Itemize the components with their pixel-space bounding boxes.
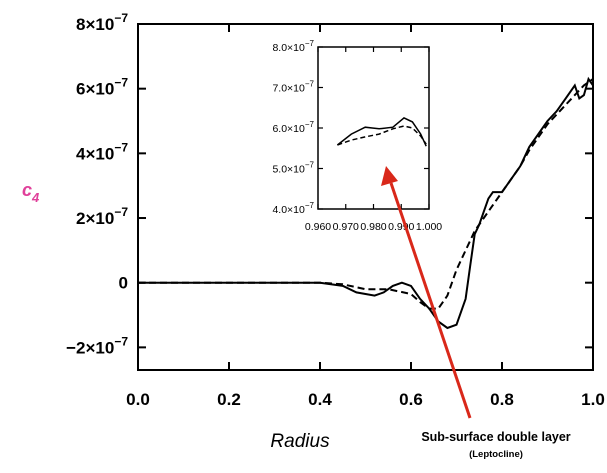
main-y-tick-label: 2×10−7 (76, 205, 128, 228)
main-series-group (138, 76, 594, 330)
inset-series-dashed-line (337, 125, 427, 146)
y-axis-label-base: c (22, 180, 32, 200)
main-series-solid-line (138, 76, 594, 330)
inset-y-tick-label: 4.0×10−7 (272, 201, 314, 216)
inset-series-group (336, 117, 427, 147)
inset-y-tick-label: 6.0×10−7 (272, 120, 314, 135)
main-x-tick-label: 1.0 (581, 390, 605, 409)
main-y-tick-label: −2×10−7 (66, 334, 128, 357)
annotation-arrow (381, 166, 472, 419)
main-y-tick-label: 6×10−7 (76, 76, 128, 99)
main-x-tick-label: 0.4 (308, 390, 332, 409)
inset-x-tick-label: 0.990 (388, 221, 414, 233)
y-axis-label-subscript: 4 (31, 190, 40, 205)
inset-series-solid-line (336, 117, 427, 147)
inset-y-tick-label: 5.0×10−7 (272, 161, 314, 176)
main-y-tick-label: 8×10−7 (76, 11, 128, 34)
main-x-tick-label: 0.6 (399, 390, 423, 409)
main-axis-ticks: 0.0 0.2 0.4 0.6 0.8 1.0 −2×10−7 0 2×10−7 4×10−7 6×… (66, 11, 605, 409)
inset-y-tick-label: 7.0×10−7 (272, 80, 314, 95)
main-y-tick-label: 0 (119, 274, 128, 293)
y-axis-label: c4 (22, 180, 40, 205)
main-plot-frame (137, 23, 594, 371)
main-x-tick-label: 0.8 (490, 390, 514, 409)
annotation-text: Sub-surface double layer (421, 430, 570, 444)
inset-x-tick-label: 0.980 (360, 221, 386, 233)
x-axis-label: Radius (270, 431, 330, 452)
inset-y-tick-label: 8.0×10−7 (272, 39, 314, 54)
main-y-tick-label: 4×10−7 (76, 140, 128, 163)
inset-x-tick-label: 0.960 (305, 221, 331, 233)
main-x-tick-label: 0.0 (126, 390, 150, 409)
inset-x-tick-label: 0.970 (333, 221, 359, 233)
inset-x-tick-label: 1.000 (416, 221, 442, 233)
main-x-tick-label: 0.2 (217, 390, 241, 409)
annotation-subtext: (Leptocline) (469, 449, 523, 460)
inset-axis-ticks: 0.960 0.970 0.980 0.990 1.000 4.0×10−7 5.0×10−… (272, 39, 442, 233)
